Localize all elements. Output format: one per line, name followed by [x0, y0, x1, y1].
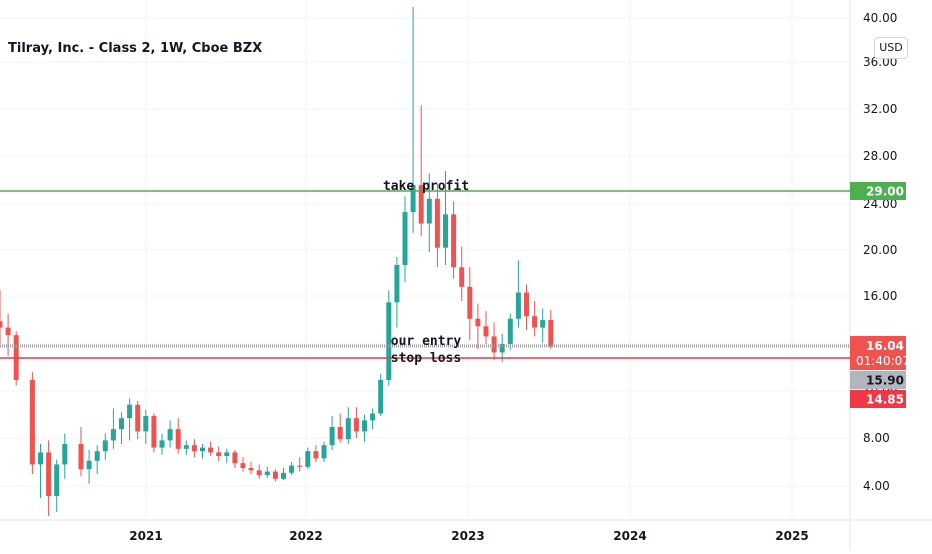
stop-loss-label: stop loss [391, 351, 461, 366]
candle-body [434, 198, 440, 248]
take-profit-price-tag-bg [850, 182, 906, 200]
candle-body [54, 464, 60, 496]
candle-body [175, 429, 181, 449]
candle-body [321, 445, 327, 459]
candle-body [281, 472, 286, 479]
candle-body [491, 336, 497, 353]
candle-body [426, 198, 432, 224]
candle-body [337, 427, 343, 440]
y-tick-label: 32.00 [863, 102, 897, 116]
gray-price-tag-bg [850, 371, 906, 389]
gray-price-tag: 15.90 [866, 374, 904, 388]
candle-body [402, 212, 408, 265]
candle-body [313, 451, 319, 459]
y-tick-label: 20.00 [863, 243, 897, 257]
chart-title: Tilray, Inc. - Class 2, 1W, Cboe BZX [8, 41, 263, 56]
candle-body [5, 327, 11, 336]
candle-body [94, 451, 100, 461]
candle-body [143, 416, 149, 432]
x-tick-label: 2025 [775, 529, 808, 543]
candle-body [216, 452, 222, 456]
take-profit-label: take profit [383, 179, 469, 194]
current-price-tag: 16.04 [866, 339, 904, 353]
candle-body [548, 319, 554, 347]
candle-body [345, 418, 351, 440]
candle-body [102, 440, 108, 452]
candle-body [135, 404, 141, 432]
candle-body [362, 420, 367, 432]
candle-body [224, 452, 230, 456]
candle-body [524, 292, 529, 317]
candle-body [208, 447, 214, 453]
candle-body [167, 429, 173, 441]
candle-body [499, 343, 505, 353]
candle-body [256, 470, 262, 476]
bar-countdown: 01:40:07 [856, 354, 910, 368]
y-tick-label: 16.00 [863, 289, 897, 303]
x-tick-label: 2023 [451, 529, 484, 543]
candle-body [410, 185, 416, 213]
candle-body [38, 452, 43, 465]
candle-body [191, 445, 197, 452]
candle-body [459, 267, 465, 287]
candle-body [467, 286, 473, 319]
stop-loss-price-tag: 14.85 [866, 393, 904, 407]
stop-loss-price-tag-bg [850, 390, 906, 408]
candle-body [127, 404, 133, 419]
x-tick-label: 2022 [289, 529, 322, 543]
candle-body [370, 413, 376, 421]
candle-body [0, 321, 3, 328]
candle-body [248, 468, 254, 471]
candle-body [78, 444, 84, 470]
candle-body [394, 264, 400, 303]
candle-body [483, 326, 489, 337]
candle-body [475, 318, 481, 327]
candle-body [62, 444, 68, 465]
x-tick-label: 2021 [129, 529, 162, 543]
our-entry-label: our entry [391, 334, 462, 349]
y-tick-label: 40.00 [863, 11, 897, 25]
candle-body [151, 416, 157, 448]
candle-body [378, 380, 384, 414]
candle-body [29, 380, 35, 465]
candle-body [200, 447, 205, 452]
candle-body [119, 418, 124, 430]
candle-body [305, 451, 311, 467]
candle-body [540, 319, 546, 328]
candle-body [272, 471, 278, 479]
candle-body [353, 418, 359, 432]
candle-body [46, 452, 52, 496]
y-tick-label: 4.00 [863, 479, 890, 493]
candle-body [451, 214, 457, 268]
take-profit-price-tag: 29.00 [866, 185, 904, 199]
candle-body [532, 316, 538, 328]
candle-body [515, 292, 521, 319]
y-tick-label: 8.00 [863, 431, 890, 445]
y-tick-label: 28.00 [863, 149, 897, 163]
candle-body [264, 471, 270, 476]
x-tick-label: 2024 [613, 529, 646, 543]
candle-body [159, 440, 165, 448]
candle-body [418, 185, 424, 224]
candle-body [386, 302, 392, 380]
candle-body [297, 465, 303, 467]
currency-button[interactable]: USD [874, 37, 908, 59]
y-tick-label: 24.00 [863, 197, 897, 211]
current-price-tag-bg [850, 336, 906, 370]
candle-body [289, 465, 295, 473]
candle-body [240, 463, 246, 468]
candle-body [443, 214, 448, 248]
candle-body [110, 429, 116, 441]
candle-body [507, 318, 513, 344]
candle-body [86, 460, 92, 470]
candle-body [183, 445, 189, 449]
candle-body [329, 427, 335, 446]
candle-body [232, 452, 238, 464]
